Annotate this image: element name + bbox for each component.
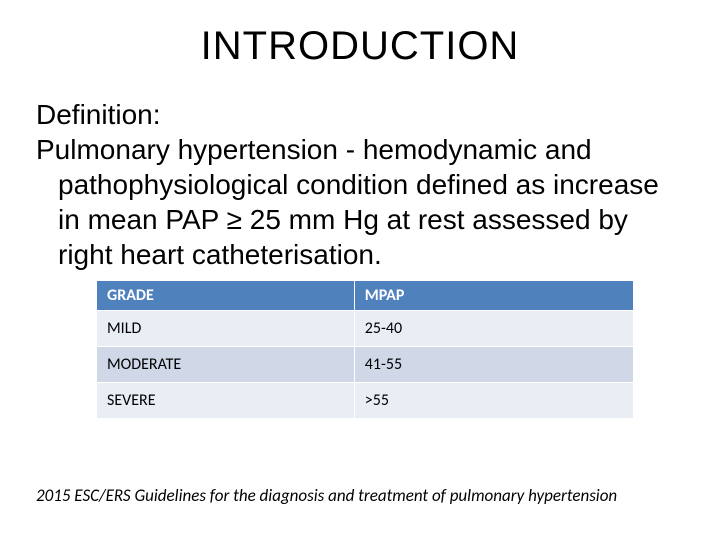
definition-body: Pulmonary hypertension - hemodynamic and… <box>36 132 684 272</box>
cell-grade: SEVERE <box>97 383 355 419</box>
grade-table: GRADE MPAP MILD 25-40 MODERATE 41-55 SEV… <box>96 280 634 419</box>
col-header-grade: GRADE <box>97 281 355 311</box>
definition-label: Definition: <box>36 97 684 132</box>
table-row: MILD 25-40 <box>97 311 634 347</box>
cell-mpap: >55 <box>354 383 633 419</box>
cell-mpap: 25-40 <box>354 311 633 347</box>
col-header-mpap: MPAP <box>354 281 633 311</box>
cell-grade: MILD <box>97 311 355 347</box>
grade-table-container: GRADE MPAP MILD 25-40 MODERATE 41-55 SEV… <box>96 280 634 419</box>
footnote: 2015 ESC/ERS Guidelines for the diagnosi… <box>36 485 684 506</box>
cell-grade: MODERATE <box>97 347 355 383</box>
cell-mpap: 41-55 <box>354 347 633 383</box>
slide: INTRODUCTION Definition: Pulmonary hyper… <box>0 0 720 540</box>
table-header-row: GRADE MPAP <box>97 281 634 311</box>
slide-title: INTRODUCTION <box>36 24 684 69</box>
table-row: SEVERE >55 <box>97 383 634 419</box>
table-row: MODERATE 41-55 <box>97 347 634 383</box>
